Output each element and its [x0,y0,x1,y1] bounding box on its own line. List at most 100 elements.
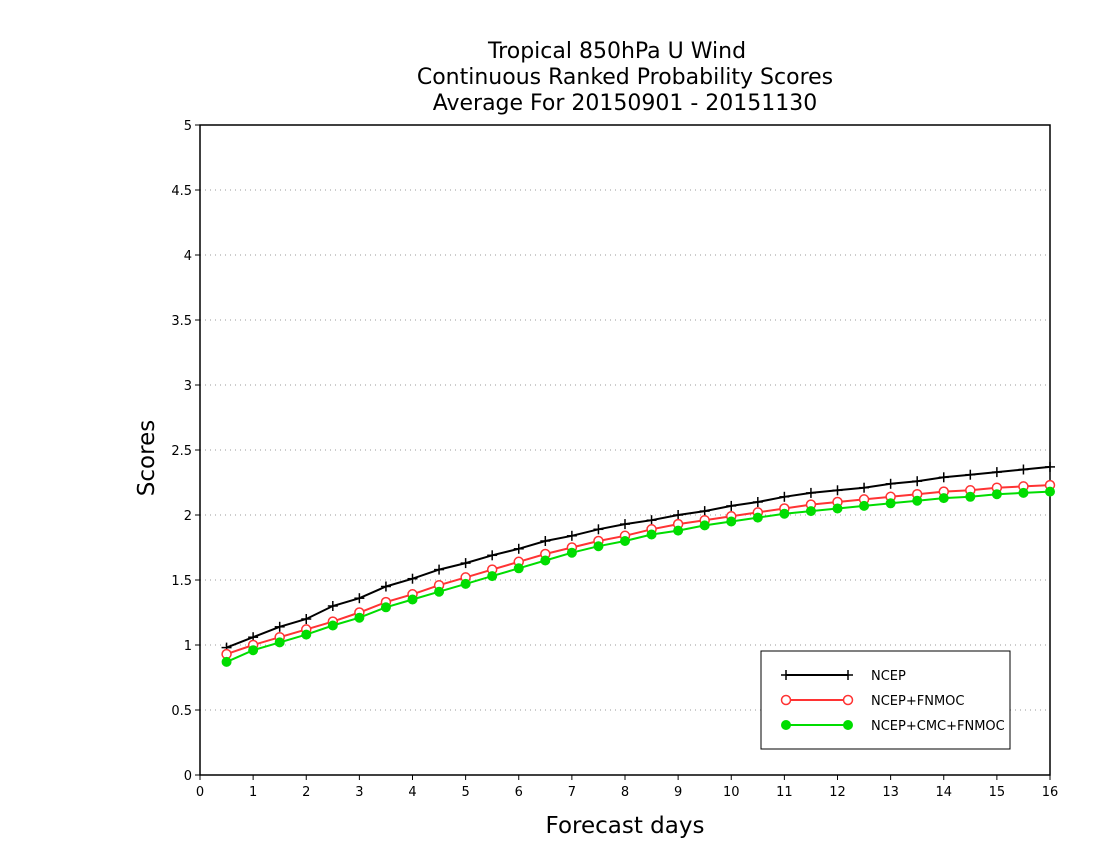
y-tick-label-7: 3.5 [171,314,192,329]
data-point-0-14 [593,524,604,535]
grid-lines [200,189,1050,711]
data-point-0-25 [885,478,896,489]
data-point-0-5 [354,593,365,604]
legend-label-2: NCEP+CMC+FNMOC [871,719,1005,734]
axes: 00.511.522.533.544.550 1 2 3 4 5 6 7 8 9 10 11 12 13 1… [171,119,1058,800]
legend-marker-end-0 [843,670,853,680]
series-line-1 [226,484,1051,656]
data-point-2-15 [620,536,630,546]
data-point-2-31 [1045,486,1055,497]
legend-marker-start-0 [781,670,791,680]
data-point-2-3 [301,629,312,640]
data-point-0-6 [380,581,391,592]
series-lines [221,461,1056,667]
y-tick-label-1: 0.5 [171,704,192,719]
data-point-2-25 [885,498,896,509]
x-tick-label-14: 14 [935,785,952,800]
y-tick-label-6: 3 [184,379,192,394]
x-tick-label-2: 2 [302,785,310,800]
data-point-2-14 [593,541,604,552]
legend-marker-end-2 [843,720,853,730]
series-0 [221,461,1055,653]
data-point-0-9 [460,558,471,569]
chart-title-line-2: Continuous Ranked Probability Scores [417,65,833,90]
data-point-0-3 [301,614,312,624]
legend-label-0: NCEP [871,669,906,684]
data-point-0-19 [726,500,737,511]
y-tick-label-5: 2.5 [171,444,192,459]
data-point-0-11 [513,543,524,554]
data-point-0-22 [805,487,816,498]
x-tick-label-10: 10 [723,785,740,800]
data-point-2-8 [434,586,445,597]
x-tick-label-0: 0 [196,785,204,800]
data-point-2-16 [646,529,657,540]
y-tick-label-3: 1.5 [171,574,192,589]
data-point-0-16 [646,515,657,526]
data-point-2-24 [859,500,870,511]
data-point-2-17 [673,525,684,536]
data-point-2-12 [540,555,551,566]
data-point-2-13 [566,547,577,558]
x-tick-label-6: 6 [515,785,523,800]
x-tick-label-15: 15 [989,785,1006,800]
data-point-2-21 [779,508,790,519]
x-axis-label: Forecast days [546,813,705,839]
x-tick-label-5: 5 [461,785,469,800]
y-axis-label: Scores [134,420,160,496]
x-tick-label-3: 3 [355,785,363,800]
data-point-0-12 [540,536,551,546]
data-point-0-30 [1018,464,1029,475]
y-tick-label-9: 4.5 [171,184,192,199]
y-tick-label-8: 4 [184,249,192,264]
data-point-0-23 [832,485,843,496]
x-tick-label-7: 7 [568,785,576,800]
legend-item-0: NCEP [781,669,906,684]
data-point-2-5 [354,612,365,623]
x-tick-label-12: 12 [829,785,846,800]
x-tick-label-9: 9 [674,785,682,800]
y-tick-label-2: 1 [184,639,192,654]
chart-title: Tropical 850hPa U Wind Continuous Ranked… [417,39,833,116]
data-point-0-21 [779,491,790,502]
data-point-2-28 [965,491,976,502]
chart-title-line-3: Average For 20150901 - 20151130 [433,91,818,116]
data-point-0-17 [673,510,684,520]
data-point-0-15 [620,519,630,530]
data-point-2-6 [380,602,391,613]
data-point-2-23 [832,503,843,514]
data-point-0-4 [327,601,338,611]
x-tick-label-8: 8 [621,785,629,800]
data-point-2-1 [248,645,259,656]
legend-marker-start-1 [780,694,792,706]
data-point-0-28 [965,469,976,480]
chart-title-line-1: Tropical 850hPa U Wind [487,39,746,64]
x-tick-label-11: 11 [776,785,793,800]
data-point-2-4 [327,620,338,631]
y-tick-label-0: 0 [184,769,192,784]
series-2 [221,486,1055,667]
legend-marker-end-1 [842,694,854,706]
data-point-0-24 [859,482,870,493]
legend-marker-start-2 [781,720,791,730]
data-point-0-7 [407,573,418,584]
x-tick-label-13: 13 [882,785,899,800]
data-point-2-27 [938,493,949,504]
data-point-0-13 [566,530,577,541]
data-point-2-11 [513,563,524,574]
y-tick-label-4: 2 [184,509,192,524]
series-1 [221,479,1056,660]
data-point-0-26 [912,476,923,487]
data-point-2-20 [752,512,763,523]
data-point-2-9 [460,578,471,589]
data-point-0-18 [699,506,710,517]
data-point-0-29 [991,467,1002,478]
legend: NCEP NCEP+FNMOC NCEP+CMC+FNMOC [760,650,1011,750]
legend-label-1: NCEP+FNMOC [871,694,964,709]
data-point-2-7 [407,594,418,605]
data-point-0-27 [938,472,949,483]
data-point-2-2 [274,637,285,648]
data-point-0-2 [274,621,285,632]
